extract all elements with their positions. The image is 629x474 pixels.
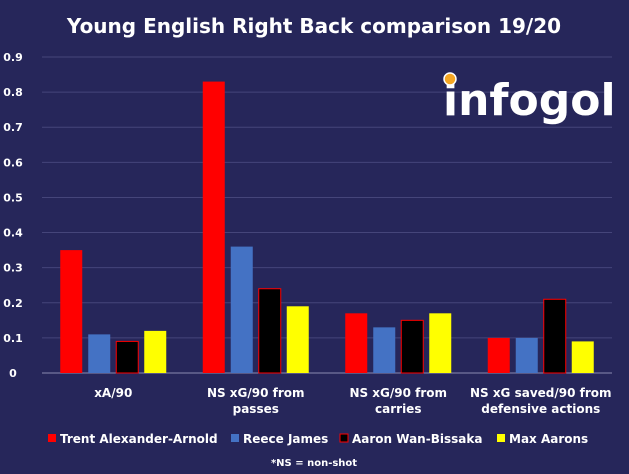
y-tick-label: 0.6 <box>3 156 23 169</box>
legend: Trent Alexander-Arnold Reece James Aaron W… <box>48 432 588 446</box>
bar <box>429 313 452 373</box>
legend-label: Reece James <box>243 432 328 446</box>
bar <box>487 337 510 373</box>
legend-label: Max Aarons <box>509 432 588 446</box>
x-tick-label: defensive actions <box>481 402 600 416</box>
legend-swatch <box>497 434 505 442</box>
bar <box>571 341 594 373</box>
y-tick-label: 0.2 <box>3 297 23 310</box>
bar <box>144 330 167 373</box>
legend-label: Aaron Wan-Bissaka <box>352 432 482 446</box>
y-tick-label: 0.7 <box>3 121 23 134</box>
bar <box>345 313 368 373</box>
bar <box>202 81 225 374</box>
y-tick-label: 0.1 <box>3 332 23 345</box>
logo-text: infogol <box>443 75 616 126</box>
footnote: *NS = non-shot <box>271 458 357 469</box>
bar <box>400 319 424 374</box>
bar <box>115 340 139 374</box>
bar <box>515 337 538 373</box>
bar <box>258 288 282 374</box>
legend-swatch <box>339 433 349 443</box>
bar <box>60 250 83 373</box>
y-tick-label: 0.8 <box>3 86 23 99</box>
bar <box>230 246 253 373</box>
bar <box>373 327 396 373</box>
x-tick-label: passes <box>233 402 279 416</box>
svg-text:infogol: infogol <box>443 75 616 126</box>
legend-label: Trent Alexander-Arnold <box>60 432 218 446</box>
legend-swatch <box>231 434 239 442</box>
infogol-logo: infogol <box>443 72 616 126</box>
x-tick-label: xA/90 <box>94 386 132 400</box>
y-tick-label: 0.4 <box>3 227 23 240</box>
x-tick-label: NS xG/90 from <box>349 386 447 400</box>
chart-title: Young English Right Back comparison 19/2… <box>66 14 561 38</box>
y-tick-label: 0.5 <box>3 191 23 204</box>
y-tick-label: 0 <box>9 367 17 380</box>
x-tick-label: NS xG saved/90 from <box>470 386 612 400</box>
bar <box>88 334 111 373</box>
x-tick-label: NS xG/90 from <box>207 386 305 400</box>
x-axis: xA/90 NS xG/90 from passes NS xG/90 from car… <box>94 386 611 416</box>
y-tick-label: 0.9 <box>3 51 23 64</box>
bar <box>543 298 567 374</box>
y-tick-label: 0.3 <box>3 262 23 275</box>
y-axis: 0 0.1 0.2 0.3 0.4 0.5 0.6 0.7 0.8 0.9 <box>3 51 23 380</box>
football-icon <box>443 72 457 86</box>
bars <box>60 81 594 374</box>
bar <box>286 306 309 373</box>
legend-swatch <box>48 434 56 442</box>
x-tick-label: carries <box>375 402 421 416</box>
